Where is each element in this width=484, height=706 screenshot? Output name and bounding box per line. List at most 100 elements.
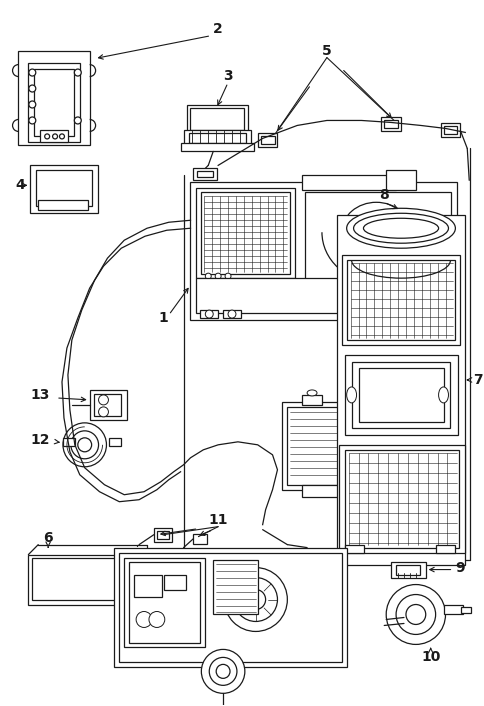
- Ellipse shape: [438, 387, 448, 403]
- Bar: [304, 192, 451, 312]
- Ellipse shape: [306, 390, 317, 396]
- Ellipse shape: [98, 407, 108, 417]
- Bar: [302, 175, 395, 191]
- Text: 12: 12: [30, 433, 50, 447]
- Bar: [213, 560, 257, 614]
- Bar: [341, 255, 459, 345]
- Ellipse shape: [346, 208, 454, 249]
- Bar: [302, 395, 321, 405]
- Bar: [63, 438, 75, 445]
- Text: 10: 10: [420, 650, 439, 664]
- Bar: [193, 168, 217, 180]
- Text: 3: 3: [223, 68, 232, 83]
- Bar: [196, 189, 295, 278]
- Ellipse shape: [205, 310, 213, 318]
- Bar: [114, 548, 346, 667]
- Bar: [435, 544, 454, 553]
- Ellipse shape: [74, 117, 81, 124]
- Bar: [442, 604, 462, 614]
- Ellipse shape: [29, 101, 36, 108]
- Bar: [439, 124, 459, 138]
- Bar: [188, 133, 245, 143]
- Ellipse shape: [225, 273, 230, 279]
- Bar: [282, 402, 376, 490]
- Ellipse shape: [209, 657, 237, 686]
- Ellipse shape: [29, 117, 36, 124]
- Bar: [153, 527, 171, 542]
- Bar: [344, 355, 457, 435]
- Ellipse shape: [201, 650, 244, 693]
- Bar: [183, 131, 250, 146]
- Bar: [442, 126, 456, 134]
- Bar: [460, 607, 470, 614]
- Ellipse shape: [98, 395, 108, 405]
- Ellipse shape: [356, 215, 395, 250]
- Text: 7: 7: [472, 373, 482, 387]
- Bar: [109, 438, 121, 445]
- Text: 1: 1: [159, 311, 168, 325]
- Bar: [390, 561, 425, 578]
- Bar: [383, 121, 397, 128]
- Bar: [351, 362, 450, 428]
- Text: 11: 11: [208, 513, 227, 527]
- Bar: [197, 172, 213, 177]
- Ellipse shape: [205, 273, 211, 279]
- Bar: [358, 368, 442, 422]
- Ellipse shape: [149, 611, 165, 628]
- Ellipse shape: [227, 310, 235, 318]
- Ellipse shape: [353, 213, 448, 243]
- Bar: [90, 390, 127, 420]
- Bar: [385, 170, 415, 191]
- Bar: [190, 182, 456, 320]
- Ellipse shape: [341, 203, 410, 262]
- Bar: [40, 131, 68, 143]
- Ellipse shape: [52, 134, 58, 139]
- Bar: [287, 407, 371, 485]
- Ellipse shape: [29, 69, 36, 76]
- Text: 6: 6: [43, 531, 53, 544]
- Bar: [257, 133, 277, 148]
- Ellipse shape: [74, 69, 81, 76]
- Bar: [93, 394, 121, 416]
- Bar: [28, 555, 145, 604]
- Bar: [129, 561, 200, 643]
- Bar: [196, 278, 448, 313]
- Bar: [193, 534, 207, 544]
- Bar: [351, 388, 364, 398]
- Text: 8: 8: [378, 189, 388, 203]
- Bar: [354, 391, 362, 397]
- Bar: [380, 117, 400, 131]
- Bar: [201, 192, 290, 274]
- Bar: [338, 445, 464, 553]
- Ellipse shape: [405, 604, 425, 625]
- Ellipse shape: [71, 431, 98, 459]
- Bar: [124, 558, 205, 647]
- Polygon shape: [18, 51, 90, 145]
- Ellipse shape: [233, 578, 277, 621]
- Bar: [336, 215, 464, 565]
- Bar: [344, 450, 458, 548]
- Ellipse shape: [224, 568, 287, 631]
- Bar: [190, 109, 243, 131]
- Text: 5: 5: [321, 44, 331, 58]
- Bar: [450, 218, 463, 249]
- Ellipse shape: [29, 85, 36, 92]
- Text: 13: 13: [30, 388, 50, 402]
- Bar: [223, 310, 241, 318]
- Bar: [30, 165, 97, 213]
- Ellipse shape: [216, 664, 229, 678]
- Text: 2: 2: [213, 22, 223, 35]
- Bar: [164, 575, 185, 590]
- Bar: [36, 170, 91, 206]
- Bar: [34, 68, 74, 136]
- Bar: [395, 565, 419, 575]
- Ellipse shape: [136, 611, 151, 628]
- Bar: [134, 575, 162, 597]
- Ellipse shape: [385, 585, 445, 645]
- Ellipse shape: [245, 590, 265, 609]
- Text: 4: 4: [15, 179, 25, 192]
- Ellipse shape: [60, 134, 64, 139]
- Bar: [186, 105, 247, 133]
- Bar: [302, 485, 341, 497]
- Bar: [119, 553, 341, 662]
